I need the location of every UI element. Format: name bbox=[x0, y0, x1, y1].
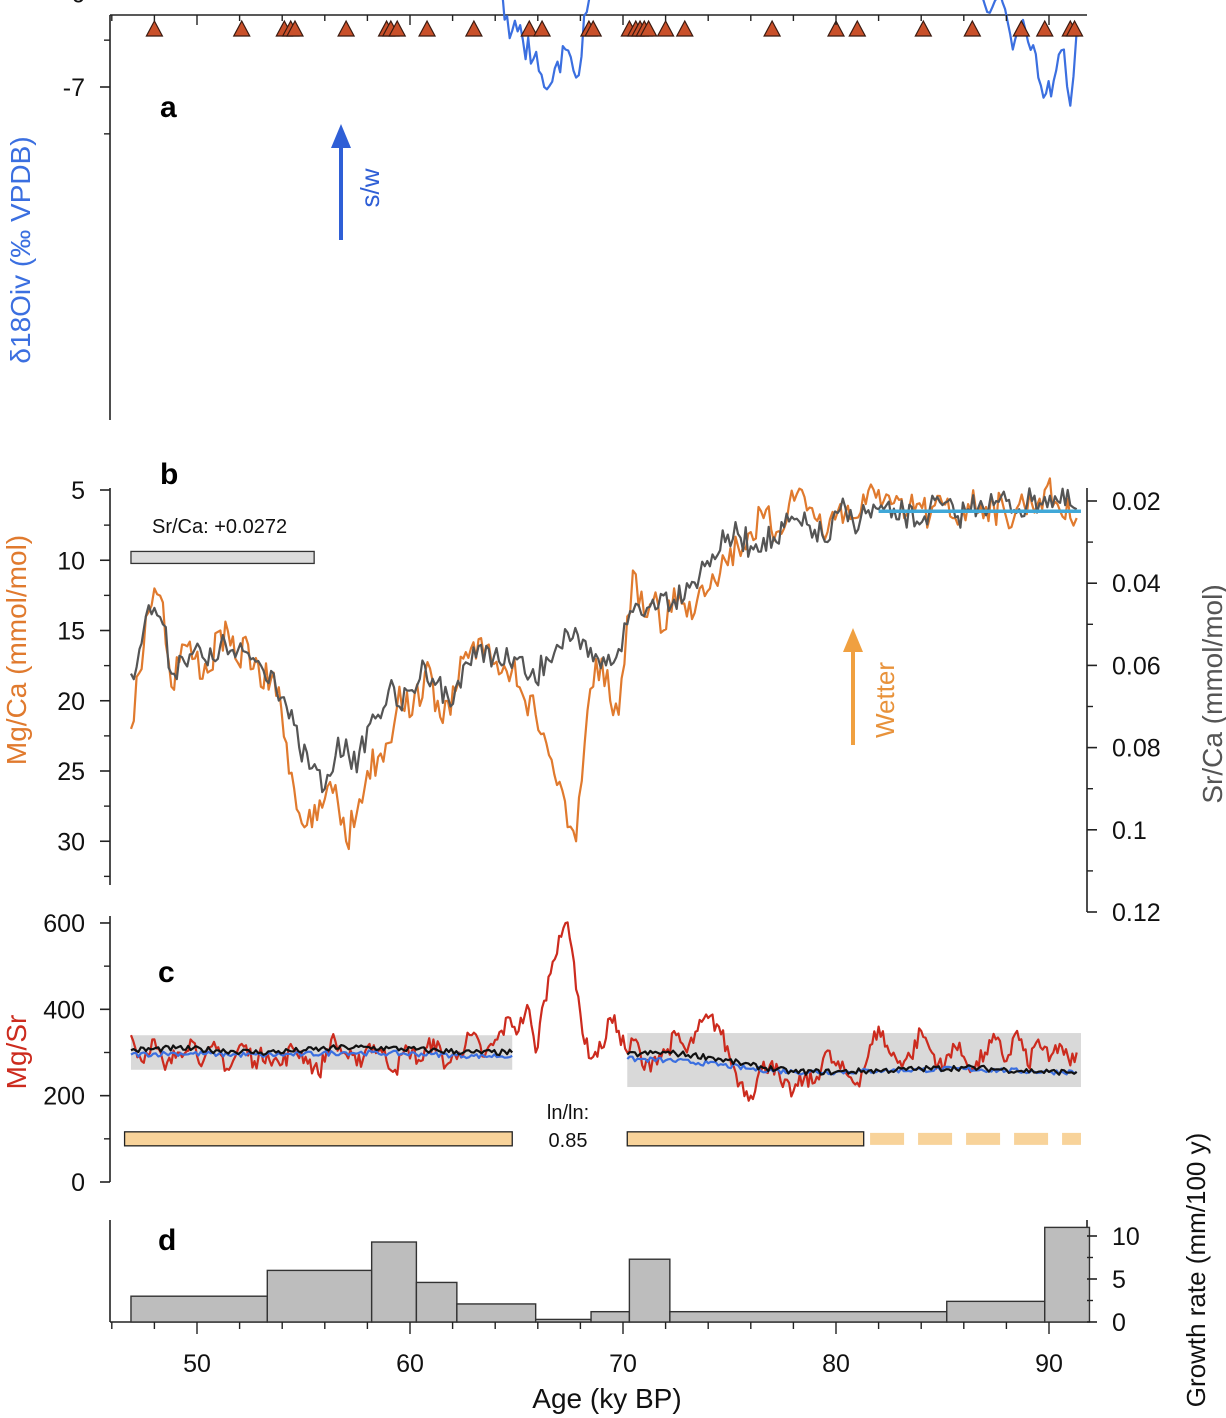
y2tick-label-b-0: 0.02 bbox=[1112, 488, 1161, 516]
wetter-arrow bbox=[843, 628, 863, 745]
dating-triangle-12 bbox=[533, 19, 552, 37]
sw-label: s/w bbox=[355, 168, 385, 207]
dating-triangle-21 bbox=[675, 19, 694, 37]
xtick-label-0: 50 bbox=[183, 1350, 211, 1378]
wetter-label: Wetter bbox=[870, 662, 900, 738]
dating-triangle-26 bbox=[963, 19, 982, 37]
ylabel-panel-d: Growth rate (mm/100 y) bbox=[1181, 1133, 1211, 1408]
dating-triangle-5 bbox=[337, 19, 356, 37]
d18o-series-line bbox=[501, 0, 1078, 107]
y2tick-label-b-2: 0.06 bbox=[1112, 652, 1161, 680]
dating-triangle-19 bbox=[639, 19, 658, 37]
ytick-label-c-2: 400 bbox=[43, 996, 85, 1024]
series-layer bbox=[129, 0, 1078, 1102]
sw-arrow bbox=[331, 124, 351, 240]
dating-triangle-28 bbox=[1035, 19, 1054, 37]
sw-arrow-head bbox=[331, 124, 351, 148]
growth-bin-5 bbox=[534, 1318, 592, 1323]
mgsr-bar-1 bbox=[626, 1131, 865, 1147]
dating-triangle-20 bbox=[656, 19, 675, 37]
lnln-label-2: 0.85 bbox=[549, 1130, 588, 1152]
axes-frames bbox=[109, 14, 1088, 1323]
dating-triangle-23 bbox=[827, 19, 845, 37]
wetter-arrow-head bbox=[843, 628, 863, 652]
ytick-label-b-0: 5 bbox=[71, 477, 85, 505]
mgca-series-line bbox=[129, 477, 1078, 851]
growth-bin-0 bbox=[130, 1295, 268, 1323]
dating-triangle-30 bbox=[1065, 19, 1084, 37]
ytick-label-a-3: -7 bbox=[63, 74, 85, 102]
ylabel-panel-c: Mg/Sr bbox=[1, 1015, 32, 1090]
ytick-label-c-0: 0 bbox=[71, 1169, 85, 1197]
mgsr-smooth-black-line bbox=[130, 1044, 1078, 1076]
ytick-label-b-1: 10 bbox=[57, 547, 85, 575]
panel-letter-c: c bbox=[158, 956, 175, 989]
growth-bin-7 bbox=[628, 1258, 671, 1323]
mgsr-band-1 bbox=[627, 1033, 1081, 1088]
ytick-label-b-3: 20 bbox=[57, 688, 85, 716]
growth-bin-4 bbox=[456, 1303, 537, 1323]
ticks-layer: -4-5-6-7510152025300.020.040.060.080.10.… bbox=[43, 0, 1160, 1378]
ytick-label-c-3: 600 bbox=[43, 910, 85, 938]
dating-triangle-10 bbox=[464, 19, 483, 37]
ytick-label-d-1: 5 bbox=[1112, 1266, 1126, 1294]
growth-bin-6 bbox=[590, 1310, 631, 1323]
srca-offset-label: Sr/Ca: +0.0272 bbox=[152, 516, 287, 538]
marks-layer bbox=[123, 19, 1091, 1323]
growth-bin-1 bbox=[266, 1269, 373, 1323]
y2tick-label-b-5: 0.12 bbox=[1112, 899, 1161, 927]
xaxis-title: Age (ky BP) bbox=[532, 1383, 681, 1414]
ytick-label-b-5: 30 bbox=[57, 828, 85, 856]
ytick-label-b-4: 25 bbox=[57, 758, 85, 786]
mgsr-bar-0 bbox=[123, 1131, 513, 1147]
growth-bin-8 bbox=[669, 1310, 948, 1323]
y2label-panel-b: Sr/Ca (mmol/mol) bbox=[1197, 584, 1226, 803]
panel-letter-a: a bbox=[160, 91, 177, 124]
xtick-label-2: 70 bbox=[609, 1350, 637, 1378]
panel-letter-b: b bbox=[160, 458, 178, 491]
growth-bin-9 bbox=[946, 1300, 1046, 1323]
xtick-label-1: 60 bbox=[396, 1350, 424, 1378]
dating-triangle-9 bbox=[418, 19, 437, 37]
dating-triangle-4 bbox=[285, 19, 304, 37]
ytick-label-d-0: 0 bbox=[1112, 1309, 1126, 1337]
y2tick-label-b-4: 0.1 bbox=[1112, 817, 1147, 845]
dating-triangle-11 bbox=[520, 19, 539, 37]
ytick-label-b-2: 15 bbox=[57, 618, 85, 646]
dating-triangle-24 bbox=[848, 19, 867, 37]
dating-triangle-14 bbox=[584, 19, 603, 37]
growth-bin-10 bbox=[1044, 1226, 1091, 1323]
lnln-label-1: ln/ln: bbox=[547, 1102, 589, 1124]
dating-triangle-8 bbox=[388, 19, 407, 37]
y2tick-label-b-1: 0.04 bbox=[1112, 570, 1161, 598]
dating-triangle-0 bbox=[145, 19, 164, 37]
ytick-label-a-2: -6 bbox=[63, 0, 85, 8]
srca-series-line bbox=[130, 487, 1078, 794]
dating-triangle-27 bbox=[1012, 19, 1031, 37]
growth-bin-2 bbox=[370, 1241, 418, 1323]
ylabel-panel-a: δ18Oiv (‰ VPDB) bbox=[5, 136, 36, 363]
ytick-label-c-1: 200 bbox=[43, 1083, 85, 1111]
growth-bin-3 bbox=[415, 1281, 458, 1323]
dating-triangle-1 bbox=[232, 19, 251, 37]
srca-offset-bar bbox=[130, 550, 315, 565]
y2tick-label-b-3: 0.08 bbox=[1112, 735, 1161, 763]
panel-letter-d: d bbox=[158, 1224, 176, 1257]
xtick-label-3: 80 bbox=[822, 1350, 850, 1378]
dating-triangle-25 bbox=[914, 19, 933, 37]
ytick-label-d-2: 10 bbox=[1112, 1223, 1140, 1251]
mgsr-series-line bbox=[129, 921, 1078, 1102]
xtick-label-4: 90 bbox=[1035, 1350, 1063, 1378]
ylabel-panel-b: Mg/Ca (mmol/mol) bbox=[1, 535, 32, 765]
dating-triangle-22 bbox=[763, 19, 782, 37]
